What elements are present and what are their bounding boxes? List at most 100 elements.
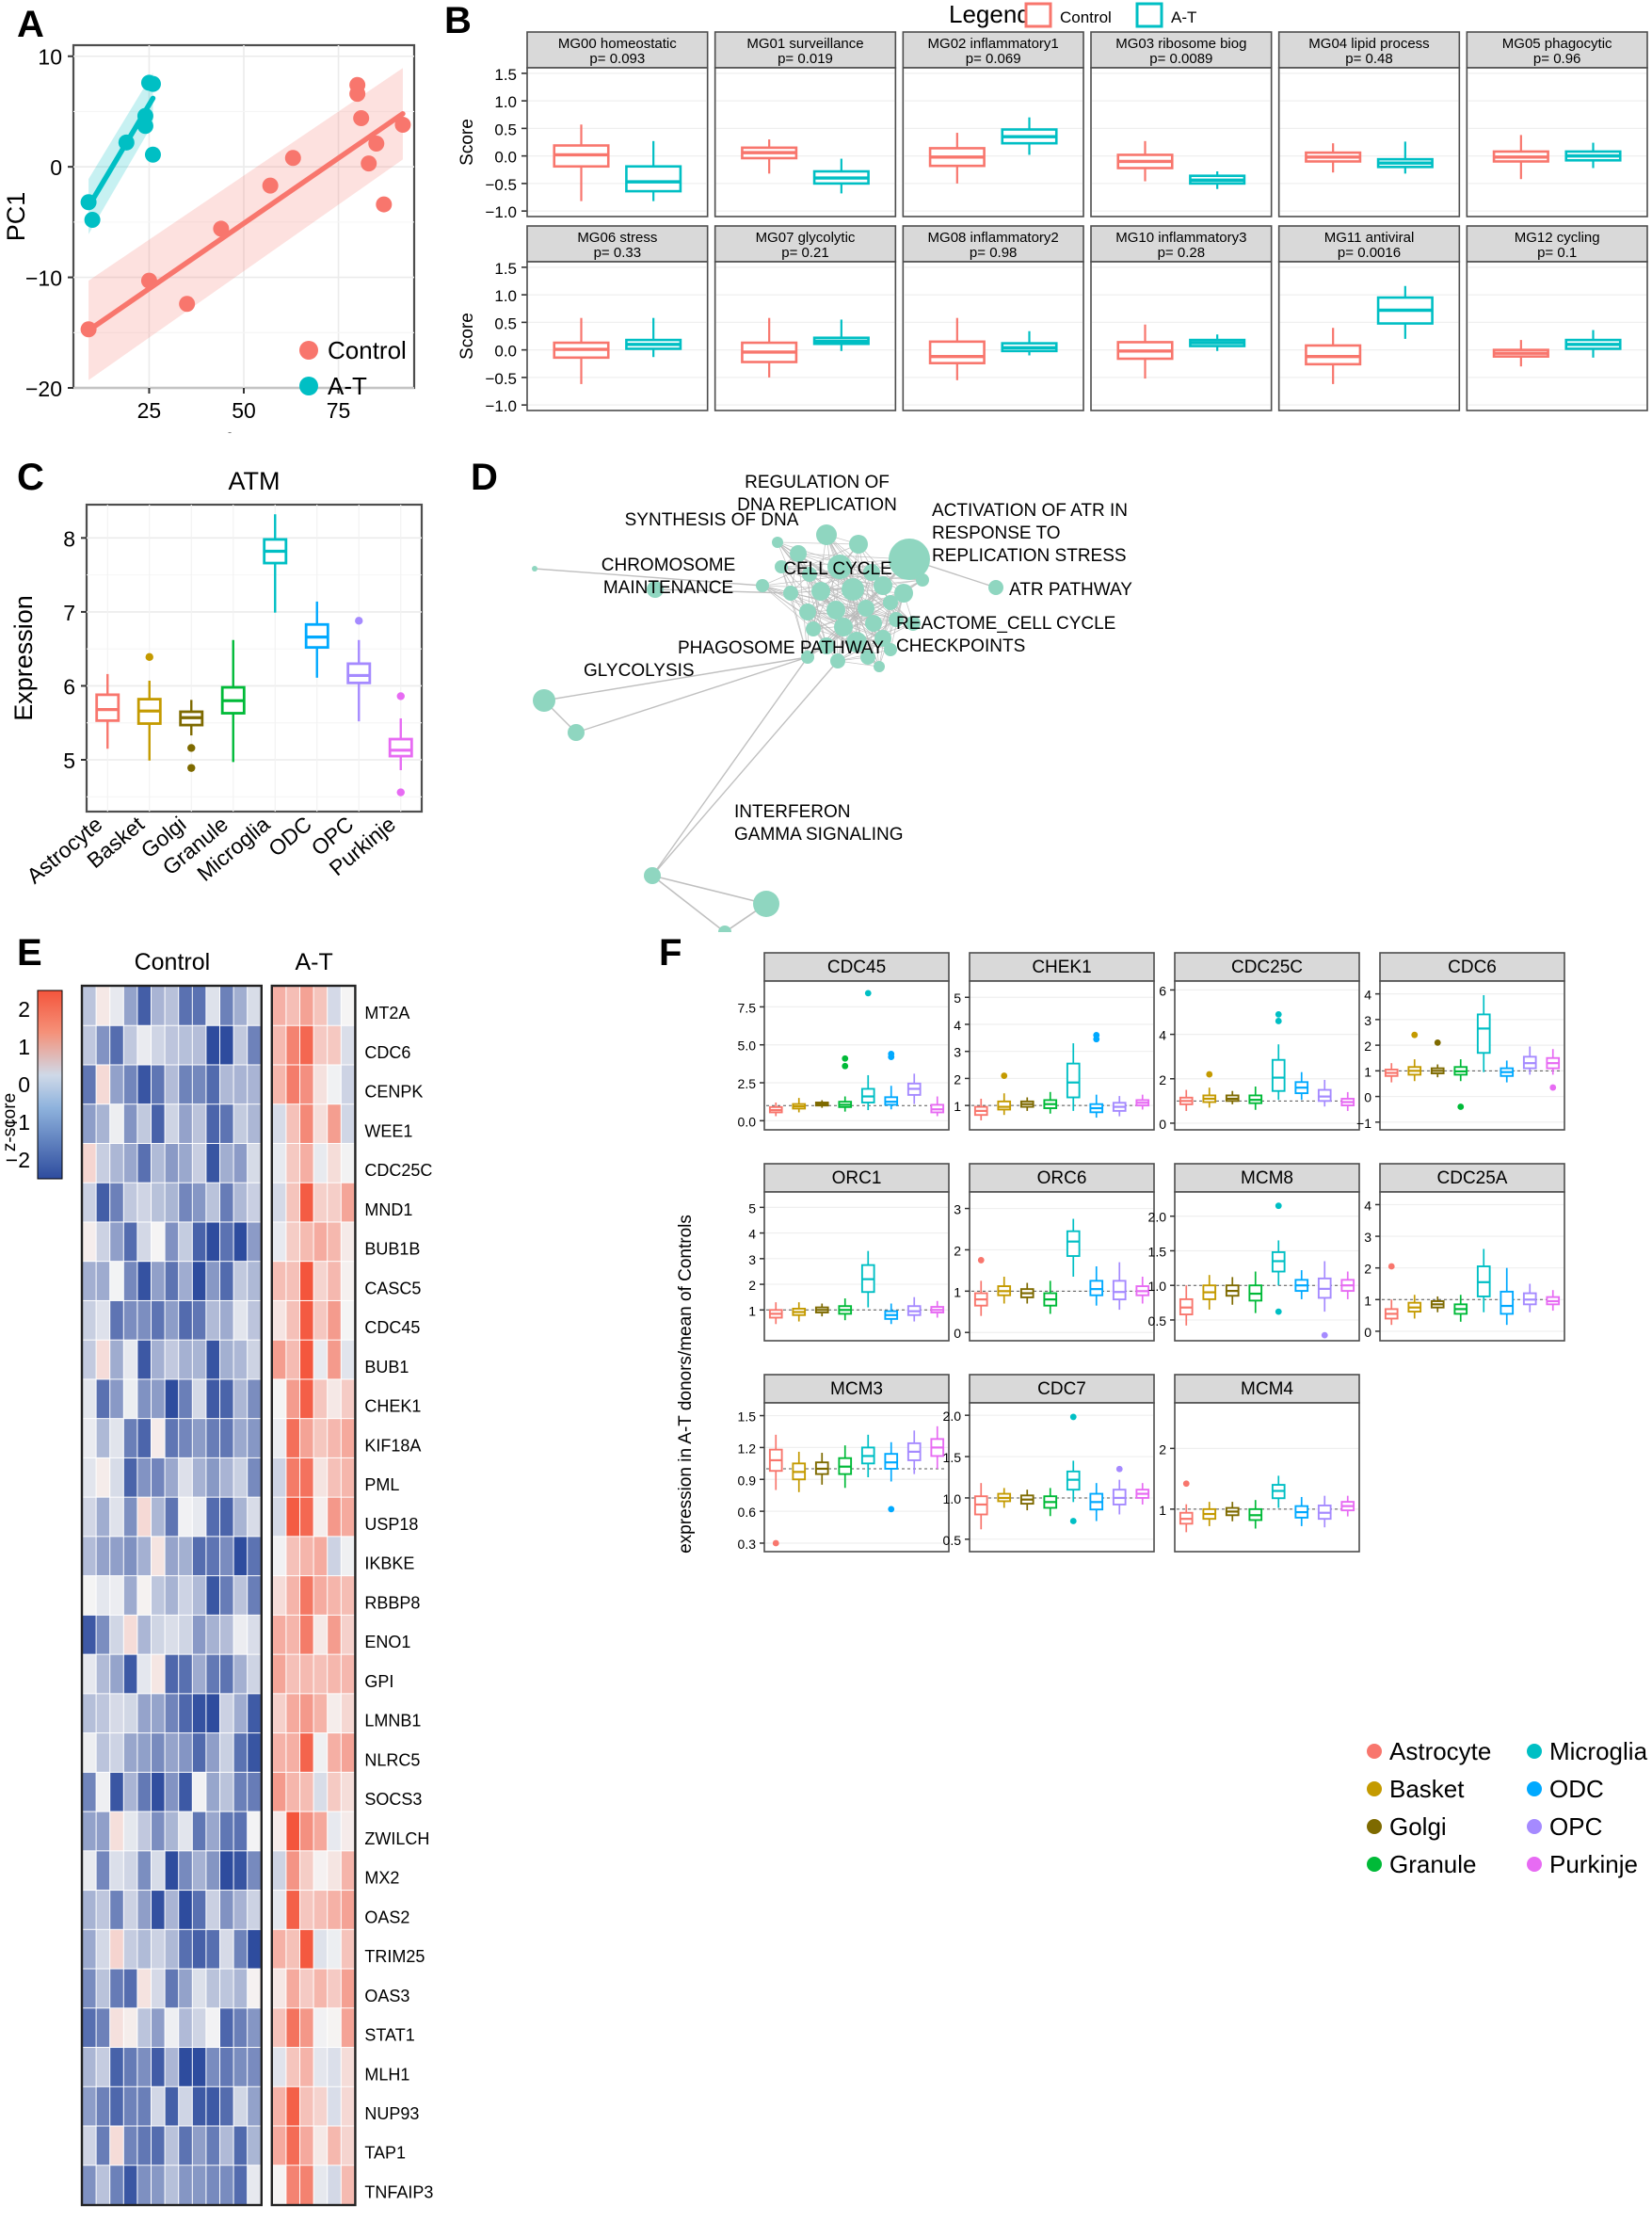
svg-text:1.0: 1.0 bbox=[494, 93, 517, 111]
network-node bbox=[830, 653, 845, 668]
network-node bbox=[874, 630, 891, 647]
svg-text:−0.5: −0.5 bbox=[485, 176, 517, 194]
facet-panel bbox=[714, 261, 897, 411]
panel-b-plot: Legend Control A-T 1.5 1.0 0.5 0.0 −0.5 −1.0 Scor… bbox=[433, 0, 1652, 424]
heatmap-gene-label: TNFAIP3 bbox=[364, 2182, 433, 2201]
network-node bbox=[846, 632, 867, 652]
network-node bbox=[801, 651, 814, 664]
facet-title: CDC25C bbox=[1231, 958, 1303, 977]
data-point bbox=[376, 196, 393, 213]
network-node bbox=[894, 584, 913, 603]
facet-title: MG12 cycling bbox=[1515, 230, 1600, 246]
box-outlier bbox=[145, 652, 153, 662]
facet-title: MG11 antiviral bbox=[1324, 230, 1415, 246]
facet-ytick: 1.5 bbox=[943, 1450, 962, 1465]
colorbar-title: z-score bbox=[0, 1093, 20, 1151]
facet-strip bbox=[1466, 31, 1648, 69]
network-node bbox=[906, 616, 921, 631]
legend-swatch bbox=[1367, 1781, 1382, 1796]
facet-ytick: 2 bbox=[1364, 1039, 1371, 1054]
svg-text:−0.5: −0.5 bbox=[485, 370, 517, 388]
facet-title: MG01 surveillance bbox=[746, 36, 863, 52]
legend-label: Basket bbox=[1389, 1775, 1465, 1803]
colorbar-tick: 2 bbox=[18, 997, 30, 1022]
facet-panel bbox=[1466, 67, 1648, 217]
heatmap-control-frame bbox=[80, 984, 264, 2207]
facet-title: ORC6 bbox=[1037, 1168, 1087, 1188]
facet-ytick: 0 bbox=[954, 1326, 961, 1341]
facet-ytick: 0.0 bbox=[738, 1114, 757, 1129]
network-node bbox=[865, 615, 882, 632]
facet-ytick: 0 bbox=[1159, 1117, 1166, 1132]
facet-ytick: 5.0 bbox=[738, 1039, 757, 1054]
network-node bbox=[988, 580, 1003, 595]
network-label: REPLICATION STRESS bbox=[932, 546, 1127, 566]
data-point bbox=[361, 155, 377, 172]
network-node bbox=[889, 539, 930, 580]
network-node bbox=[753, 891, 779, 917]
box bbox=[884, 1453, 899, 1470]
network-node bbox=[772, 537, 783, 548]
facet-panel bbox=[1090, 67, 1273, 217]
facet-strip bbox=[714, 31, 897, 69]
network-label: DNA REPLICATION bbox=[737, 495, 897, 515]
network-label: SYNTHESIS OF DNA bbox=[625, 510, 799, 530]
heatmap-gene-label: RBBP8 bbox=[364, 1593, 420, 1612]
facet-ytick: 2 bbox=[1159, 1441, 1166, 1457]
facet-title: ORC1 bbox=[832, 1168, 882, 1188]
facet-ytick: 3 bbox=[748, 1252, 756, 1267]
svg-text:75: 75 bbox=[327, 398, 351, 423]
panel-b-ylabel: Score bbox=[457, 119, 477, 166]
facet-strip bbox=[763, 1163, 950, 1193]
colorbar-tick: −2 bbox=[6, 1148, 30, 1172]
facet-ytick: 1 bbox=[954, 1284, 961, 1299]
facet-strip bbox=[902, 225, 1084, 263]
facet-panel bbox=[1174, 980, 1360, 1131]
network-label: INTERFERON bbox=[734, 802, 851, 822]
heatmap-gene-label: TAP1 bbox=[364, 2144, 406, 2163]
svg-text:−1.0: −1.0 bbox=[485, 397, 517, 415]
network-label: ATR PATHWAY bbox=[1009, 580, 1132, 600]
box bbox=[1305, 344, 1362, 366]
network-node bbox=[826, 601, 845, 620]
facet-pvalue: p= 0.48 bbox=[1345, 51, 1392, 67]
box-outlier bbox=[396, 788, 405, 797]
facet-ytick: 1.5 bbox=[738, 1409, 757, 1425]
heatmap-gene-label: KIF18A bbox=[364, 1436, 421, 1455]
legend-swatch bbox=[299, 341, 318, 360]
facet-ytick: 2 bbox=[1364, 1262, 1371, 1277]
box-outlier bbox=[888, 1505, 895, 1513]
heatmap-gene-label: SOCS3 bbox=[364, 1790, 422, 1809]
network-node bbox=[884, 643, 897, 656]
heatmap-gene-label: CDC6 bbox=[364, 1043, 410, 1062]
facet-title: MG00 homeostatic bbox=[558, 36, 677, 52]
heatmap-gene-label: LMNB1 bbox=[364, 1712, 421, 1731]
facet-strip bbox=[1090, 225, 1273, 263]
box-outlier bbox=[1434, 1039, 1441, 1046]
svg-text:0.5: 0.5 bbox=[494, 121, 517, 138]
svg-text:1.0: 1.0 bbox=[494, 287, 517, 305]
box bbox=[997, 1100, 1012, 1111]
network-node bbox=[889, 612, 904, 627]
box-outlier bbox=[888, 1050, 895, 1057]
legend-swatch-at bbox=[1135, 2, 1163, 28]
facet-ytick: 4 bbox=[1364, 988, 1371, 1003]
panel-letter-a: A bbox=[17, 4, 44, 45]
facet-ytick: 2 bbox=[954, 1243, 961, 1258]
heatmap-gene-label: STAT1 bbox=[364, 2026, 414, 2045]
svg-text:5: 5 bbox=[63, 749, 75, 773]
box-outlier bbox=[842, 1062, 849, 1070]
colorbar bbox=[37, 990, 63, 1180]
facet-panel bbox=[763, 1402, 950, 1553]
svg-text:6: 6 bbox=[63, 674, 75, 699]
facet-strip bbox=[902, 31, 1084, 69]
data-point bbox=[140, 272, 157, 289]
box-outlier bbox=[1387, 1263, 1395, 1270]
network-label: GAMMA SIGNALING bbox=[734, 825, 903, 845]
heatmap-gene-label: ZWILCH bbox=[364, 1829, 429, 1848]
facet-ytick: 0.9 bbox=[738, 1473, 757, 1488]
facet-title: MG03 ribosome biog bbox=[1115, 36, 1246, 52]
heatmap-gene-label: NUP93 bbox=[364, 2104, 419, 2123]
box-outlier bbox=[1275, 1018, 1282, 1024]
heatmap-gene-label: OAS2 bbox=[364, 1908, 409, 1926]
